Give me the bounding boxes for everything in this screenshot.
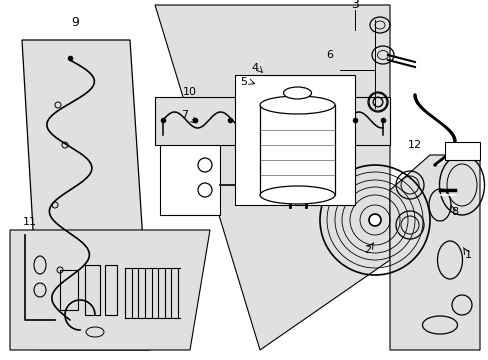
Ellipse shape — [260, 96, 334, 114]
Text: 1: 1 — [464, 250, 470, 260]
Polygon shape — [389, 155, 479, 350]
Text: 2: 2 — [364, 245, 371, 255]
Text: 10: 10 — [183, 87, 197, 97]
Text: 12: 12 — [407, 140, 421, 150]
Bar — [85, 265, 100, 315]
FancyBboxPatch shape — [160, 125, 220, 215]
Ellipse shape — [368, 214, 380, 226]
Bar — [105, 265, 117, 315]
Text: 7: 7 — [181, 110, 188, 120]
FancyBboxPatch shape — [235, 75, 354, 205]
Bar — [60, 270, 78, 310]
FancyBboxPatch shape — [155, 97, 389, 145]
Text: 5: 5 — [240, 77, 247, 87]
Text: 8: 8 — [450, 207, 458, 217]
FancyBboxPatch shape — [444, 142, 479, 160]
Text: 6: 6 — [326, 50, 333, 60]
Text: 3: 3 — [350, 0, 358, 12]
Bar — [260, 105, 334, 195]
Text: 9: 9 — [71, 15, 79, 28]
Ellipse shape — [283, 87, 311, 99]
Ellipse shape — [260, 186, 334, 204]
Polygon shape — [22, 40, 150, 350]
Text: 11: 11 — [23, 217, 37, 227]
Polygon shape — [155, 5, 389, 350]
Text: 4: 4 — [251, 63, 258, 73]
Polygon shape — [10, 230, 209, 350]
